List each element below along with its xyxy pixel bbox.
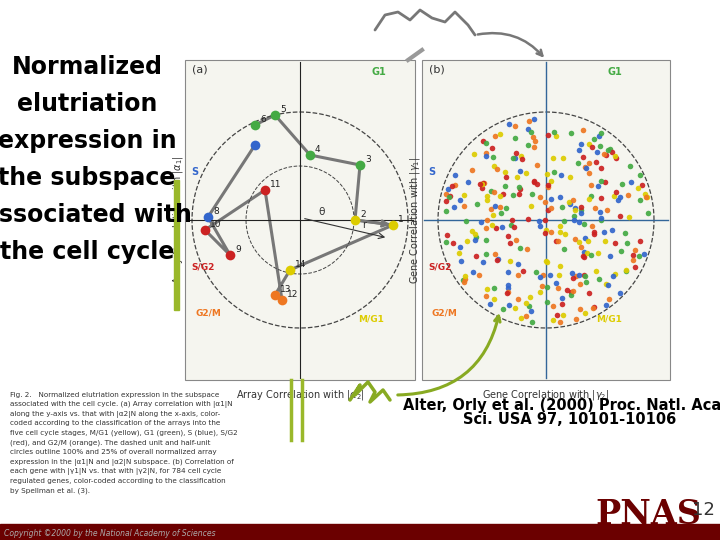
Text: M/G1: M/G1 — [596, 315, 622, 324]
Text: (red), and G2/M (orange). The dashed unit and half-unit: (red), and G2/M (orange). The dashed uni… — [10, 440, 210, 446]
Text: regulated genes, color-coded according to the classification: regulated genes, color-coded according t… — [10, 477, 225, 483]
Text: 11: 11 — [270, 180, 282, 189]
Text: associated with the cell cycle. (a) Array correlation with |α1|N: associated with the cell cycle. (a) Arra… — [10, 402, 233, 408]
Text: five cell cycle stages, M/G1 (yellow), G1 (green), S (blue), S/G2: five cell cycle stages, M/G1 (yellow), G… — [10, 430, 238, 436]
Text: 12: 12 — [287, 290, 298, 299]
Text: G1: G1 — [608, 67, 623, 77]
Text: Array Correlation with $|\alpha_2|$: Array Correlation with $|\alpha_2|$ — [235, 388, 364, 402]
Text: circles outline 100% and 25% of overall normalized array: circles outline 100% and 25% of overall … — [10, 449, 217, 455]
Text: 6: 6 — [260, 115, 266, 124]
Text: PNAS: PNAS — [595, 497, 701, 530]
Text: the subspace: the subspace — [0, 166, 176, 190]
Text: 1: 1 — [398, 215, 404, 224]
Text: 13: 13 — [280, 285, 292, 294]
Text: expression in the |α1|N and |α2|N subspace. (b) Correlation of: expression in the |α1|N and |α2|N subspa… — [10, 458, 234, 465]
Text: G2/M: G2/M — [432, 308, 458, 317]
Text: Gene Correlation with $|\gamma_1|$: Gene Correlation with $|\gamma_1|$ — [408, 156, 422, 284]
Bar — [174, 180, 179, 310]
Text: coded according to the classification of the arrays into the: coded according to the classification of… — [10, 421, 220, 427]
Text: by Spellman et al. (3).: by Spellman et al. (3). — [10, 487, 90, 494]
Bar — [0, 524, 720, 540]
Text: the cell cycle: the cell cycle — [0, 240, 174, 264]
Text: G2/M: G2/M — [195, 308, 221, 317]
Text: expression in: expression in — [0, 129, 176, 153]
Text: 14: 14 — [295, 260, 307, 269]
Text: S/G2: S/G2 — [191, 263, 215, 272]
Text: M/G1: M/G1 — [358, 315, 384, 324]
Text: 8: 8 — [213, 207, 219, 216]
Text: associated with: associated with — [0, 203, 192, 227]
Text: S/G2: S/G2 — [428, 263, 451, 272]
Text: 2: 2 — [360, 210, 366, 219]
Text: Array Correlation with $|\alpha_1|$: Array Correlation with $|\alpha_1|$ — [171, 156, 185, 285]
Text: Normalized: Normalized — [12, 55, 163, 79]
Bar — [422, 60, 670, 380]
Text: Gene Correlation with $|\gamma_2|$: Gene Correlation with $|\gamma_2|$ — [482, 388, 610, 402]
Text: θ: θ — [318, 207, 325, 217]
Text: 12: 12 — [692, 501, 714, 519]
Text: G1: G1 — [372, 67, 387, 77]
Text: Sci. USA 97, 10101-10106: Sci. USA 97, 10101-10106 — [464, 412, 677, 427]
Text: S: S — [191, 167, 198, 177]
Text: (b): (b) — [429, 64, 445, 74]
Text: Copyright ©2000 by the National Academy of Sciences: Copyright ©2000 by the National Academy … — [4, 530, 216, 538]
Text: 10: 10 — [210, 220, 222, 229]
Text: 3: 3 — [365, 155, 371, 164]
Text: (a): (a) — [192, 64, 207, 74]
Text: each gene with |γ1|N vs. that with |γ2|N, for 784 cell cycle: each gene with |γ1|N vs. that with |γ2|N… — [10, 468, 221, 475]
Text: Fig. 2.   Normalized elutriation expression in the subspace: Fig. 2. Normalized elutriation expressio… — [10, 392, 220, 398]
Text: r: r — [362, 220, 366, 230]
Text: S: S — [428, 167, 435, 177]
Text: 9: 9 — [235, 245, 240, 254]
Bar — [185, 60, 415, 380]
Text: 5: 5 — [280, 105, 286, 114]
Text: along the y-axis vs. that with |α2|N along the x-axis, color-: along the y-axis vs. that with |α2|N alo… — [10, 411, 220, 418]
Text: elutriation: elutriation — [17, 92, 157, 116]
Text: 4: 4 — [315, 145, 320, 154]
Text: Alter, Orly et al. (2000) Proc. Natl. Acad.: Alter, Orly et al. (2000) Proc. Natl. Ac… — [402, 398, 720, 413]
